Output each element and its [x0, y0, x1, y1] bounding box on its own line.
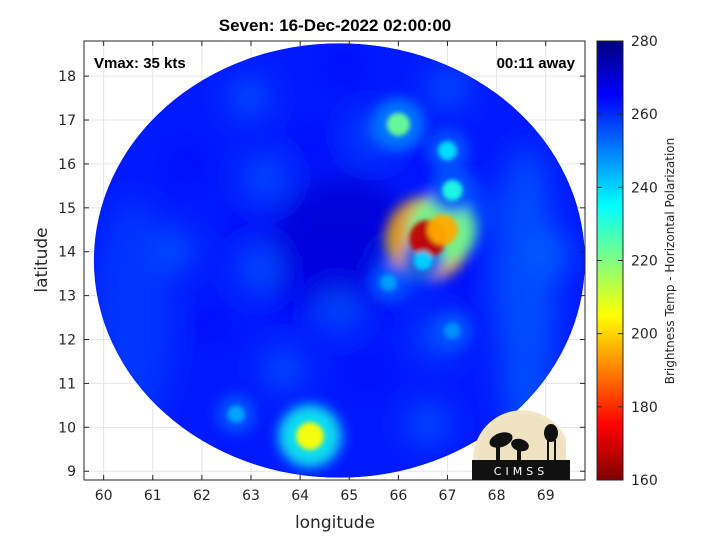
time-offset-annotation: 00:11 away: [497, 55, 576, 72]
spiral-band: [323, 45, 368, 90]
y-tick-label: 15: [58, 201, 76, 217]
spiral-band: [345, 350, 390, 395]
spiral-band: [271, 279, 316, 324]
spiral-band: [316, 287, 361, 332]
x-tick-label: 62: [193, 488, 211, 504]
x-tick-label: 63: [242, 488, 260, 504]
spiral-band: [453, 255, 498, 300]
colorbar-tick-label: 200: [631, 327, 658, 343]
colorbar-tick-label: 240: [631, 180, 658, 196]
spiral-band: [236, 248, 281, 293]
east-rim: [496, 145, 557, 446]
feature-core: [444, 322, 461, 340]
y-tick-label: 18: [58, 69, 76, 85]
spiral-band: [287, 120, 332, 165]
feature-core: [413, 251, 433, 270]
colorbar-tick-label: 220: [631, 254, 658, 270]
x-tick-label: 60: [95, 488, 113, 504]
spiral-band: [261, 347, 306, 392]
convection-features: [216, 97, 478, 468]
y-tick-label: 16: [58, 157, 76, 173]
x-tick-label: 69: [537, 488, 555, 504]
spiral-band: [425, 66, 470, 111]
chart-title: Seven: 16-Dec-2022 02:00:00: [219, 16, 451, 35]
x-tick-label: 61: [144, 488, 162, 504]
colorbar-tick-label: 160: [631, 473, 658, 489]
y-tick-label: 13: [58, 289, 76, 305]
y-axis-label: latitude: [32, 227, 52, 292]
feature-core: [427, 214, 458, 245]
x-tick-label: 65: [340, 488, 358, 504]
y-tick-label: 10: [58, 420, 76, 436]
feature-cores: [227, 112, 463, 450]
y-tick-label: 9: [67, 464, 76, 480]
colorbar-ticks: 160 180 200 220 240 260 280: [597, 34, 658, 489]
spiral-band: [406, 401, 451, 446]
colorbar-label: Brightness Temp - Horizontal Polarizatio…: [663, 138, 677, 385]
x-tick-label: 67: [439, 488, 457, 504]
axis-ticks: 60 61 62 63 64 65 66 67 68 69 9 10 11 12 13 14 15 16 17 18: [58, 41, 585, 504]
y-tick-label: 12: [58, 333, 76, 349]
y-tick-label: 14: [58, 245, 76, 261]
y-tick-label: 11: [58, 376, 76, 392]
colorbar-tick-label: 280: [631, 34, 658, 50]
feature-core: [227, 405, 245, 423]
x-tick-label: 64: [291, 488, 309, 504]
spiral-band: [224, 202, 269, 247]
feature-core: [386, 112, 410, 137]
brightness-swath: [93, 43, 585, 478]
colorbar-tick-label: 260: [631, 107, 658, 123]
spiral-band: [164, 143, 209, 188]
feature-core: [296, 422, 324, 450]
vmax-annotation: Vmax: 35 kts: [94, 55, 186, 72]
plot-frame: [83, 40, 586, 481]
logo-text: CIMSS: [494, 465, 548, 478]
cimss-logo: CIMSS: [472, 410, 570, 480]
x-axis-label: longitude: [295, 513, 375, 533]
spiral-band: [242, 154, 287, 199]
feature-core: [437, 141, 458, 161]
colorbar: 160 180 200 220 240 260 280 Brightness Temp - …: [596, 34, 677, 489]
x-tick-label: 66: [389, 488, 407, 504]
y-tick-label: 17: [58, 113, 76, 129]
feature-core: [379, 273, 398, 292]
colorbar-tick-label: 180: [631, 400, 658, 416]
spiral-band: [227, 75, 272, 120]
spiral-band: [189, 302, 234, 347]
feature-core: [442, 179, 463, 201]
x-tick-label: 68: [488, 488, 506, 504]
